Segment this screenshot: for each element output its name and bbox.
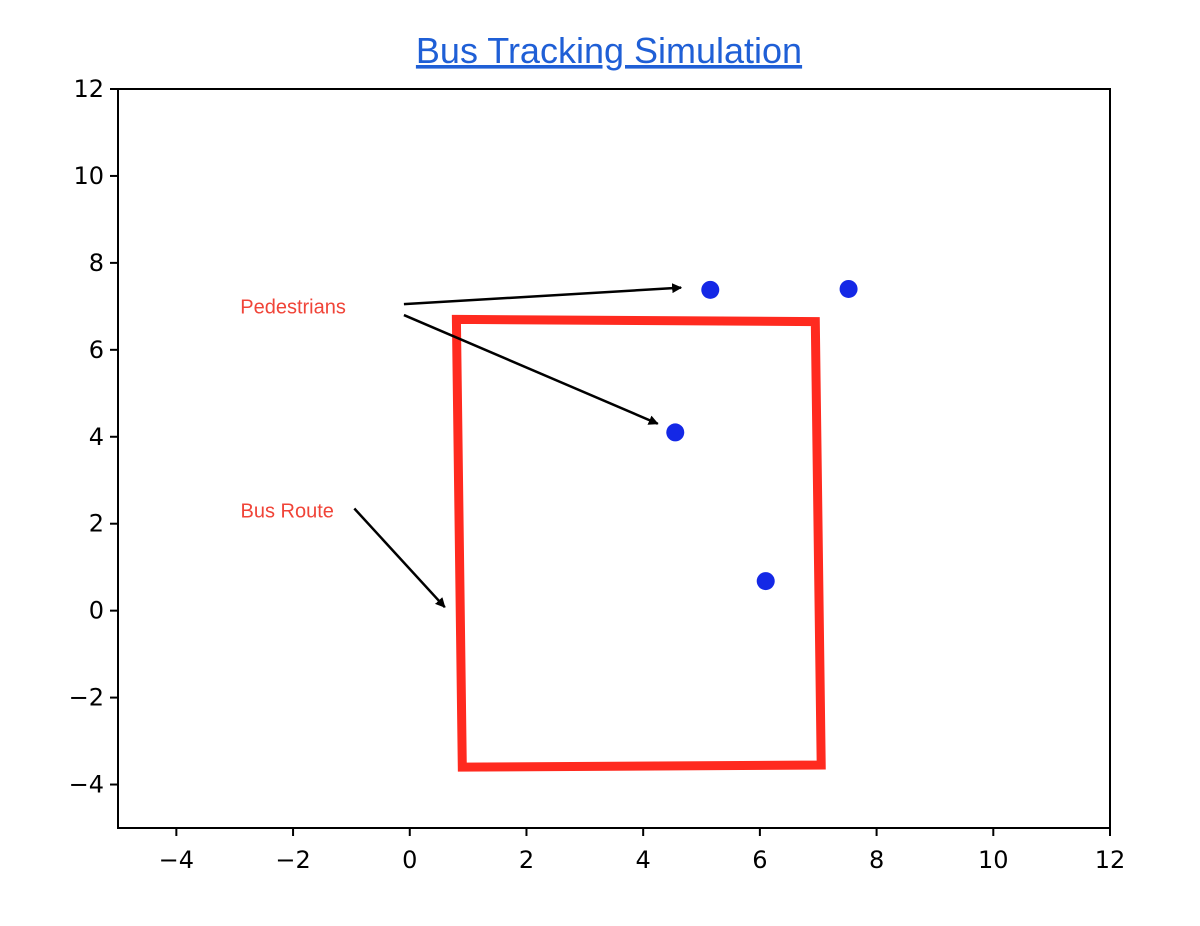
bus-route-line bbox=[451, 314, 826, 772]
x-tick-label: 4 bbox=[636, 846, 651, 874]
x-tick-label: 2 bbox=[519, 846, 534, 874]
pedestrian-point bbox=[756, 572, 775, 591]
pedestrian-point bbox=[701, 280, 720, 299]
x-tick-label: −2 bbox=[275, 846, 310, 874]
x-tick-label: −4 bbox=[159, 846, 194, 874]
y-tick-label: 0 bbox=[89, 597, 104, 625]
pedestrian-point bbox=[666, 423, 685, 442]
bus-route-layer bbox=[451, 314, 826, 772]
x-tick-label: 0 bbox=[402, 846, 417, 874]
x-tick-label: 8 bbox=[869, 846, 884, 874]
y-tick-label: 10 bbox=[73, 162, 104, 190]
y-tick-label: −4 bbox=[69, 771, 104, 799]
annotation-bus-route-arrow bbox=[353, 507, 446, 609]
y-tick-label: 12 bbox=[73, 75, 104, 103]
y-tick-label: 8 bbox=[89, 249, 104, 277]
pedestrian-point bbox=[839, 279, 858, 298]
annotation-pedestrians-arrow bbox=[403, 283, 683, 306]
x-tick-label: 12 bbox=[1095, 846, 1126, 874]
y-axis: −4 −2 0 2 4 6 8 10 12 bbox=[69, 75, 118, 799]
y-tick-label: 4 bbox=[89, 423, 104, 451]
annotation-pedestrians-label: Pedestrians bbox=[240, 296, 346, 318]
annotation-bus-route-label: Bus Route bbox=[241, 501, 334, 523]
chart-title[interactable]: Bus Tracking Simulation bbox=[416, 30, 802, 71]
annotation-layer: Pedestrians Bus Route bbox=[240, 283, 683, 609]
x-tick-label: 10 bbox=[978, 846, 1009, 874]
y-tick-label: −2 bbox=[69, 684, 104, 712]
x-tick-label: 6 bbox=[752, 846, 767, 874]
annotation-pedestrians-arrow bbox=[403, 313, 659, 425]
y-tick-label: 2 bbox=[89, 510, 104, 538]
pedestrian-points-layer bbox=[666, 279, 858, 591]
y-tick-label: 6 bbox=[89, 336, 104, 364]
x-axis: −4 −2 0 2 4 6 8 10 12 bbox=[159, 828, 1126, 874]
plot-area bbox=[117, 88, 1111, 829]
